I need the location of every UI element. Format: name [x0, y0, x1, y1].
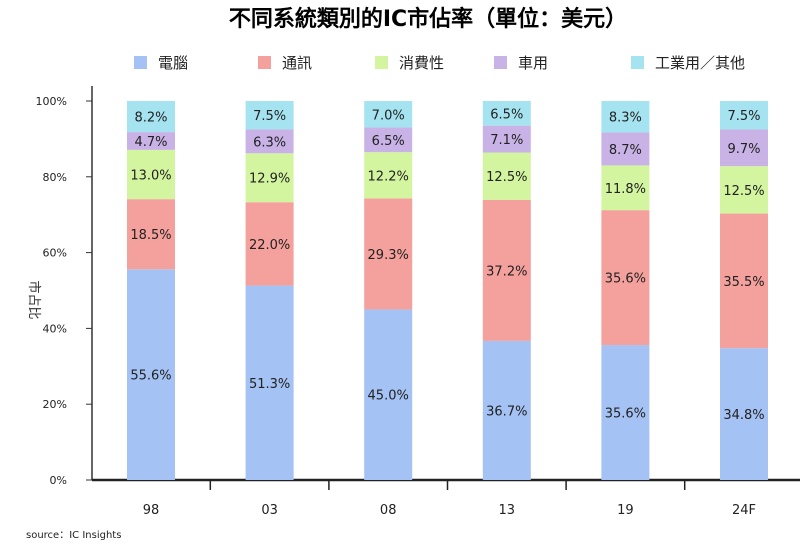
bar-segment	[601, 132, 650, 166]
data-label: 12.2%	[368, 169, 409, 184]
bar-segment	[127, 149, 175, 200]
bar-segment	[127, 101, 175, 133]
legend-label: 通訊	[282, 54, 312, 72]
axes: 0% 20% 40% 60% 80% 100%	[36, 86, 800, 490]
bar-segment	[245, 101, 294, 130]
data-label: 36.7%	[486, 404, 527, 419]
bar-segment	[245, 153, 294, 203]
x-tick-label: 03	[261, 503, 278, 518]
y-tick-label: 80%	[43, 171, 67, 184]
bars: 55.6% 18.5% 13.0% 4.7% 8.2% 98 51.3% 22.0% 12.9%…	[127, 101, 768, 518]
data-label: 8.7%	[609, 143, 642, 158]
data-label: 35.6%	[605, 407, 646, 422]
bar-segment	[720, 348, 768, 480]
source-note: source：IC Insights	[26, 530, 121, 541]
bar-segment	[364, 309, 413, 480]
bar-segment	[720, 213, 768, 349]
bar-segment	[720, 101, 768, 130]
bar-segment	[364, 101, 413, 128]
data-label: 13.0%	[130, 169, 171, 184]
data-label: 29.3%	[368, 248, 409, 263]
data-label: 35.6%	[605, 272, 646, 287]
bar-segment	[364, 127, 413, 153]
data-label: 51.3%	[249, 377, 290, 392]
x-tick-label: 24F	[732, 503, 756, 518]
bar-segment	[482, 125, 531, 153]
bar-segment	[127, 132, 175, 150]
bar-segment	[127, 269, 175, 480]
legend: 電腦 通訊 消費性 車用 工業用／其他	[134, 54, 745, 72]
legend-label: 消費性	[399, 54, 444, 72]
bar-segment	[601, 101, 650, 133]
legend-swatch	[494, 56, 507, 69]
bar-segment	[245, 202, 294, 286]
data-label: 8.2%	[134, 111, 167, 126]
bar-segment	[127, 199, 175, 270]
bar-segment	[482, 101, 531, 126]
y-tick-label: 60%	[43, 247, 67, 260]
data-label: 55.6%	[130, 369, 171, 384]
legend-label: 車用	[518, 54, 548, 72]
bar-segment	[601, 165, 650, 211]
data-label: 35.5%	[723, 275, 764, 290]
data-label: 7.0%	[372, 108, 405, 123]
legend-label: 工業用／其他	[655, 54, 745, 72]
data-label: 12.5%	[486, 170, 527, 185]
bar-segment	[364, 152, 413, 199]
data-label: 18.5%	[130, 228, 171, 243]
data-label: 34.8%	[723, 408, 764, 423]
x-tick-label: 13	[499, 503, 516, 518]
bar-segment	[364, 198, 413, 310]
data-label: 45.0%	[368, 389, 409, 404]
data-label: 12.9%	[249, 172, 290, 187]
y-tick-label: 100%	[36, 95, 67, 108]
bar-segment	[245, 285, 294, 480]
data-label: 6.5%	[490, 107, 523, 122]
bar-segment	[482, 340, 531, 480]
data-label: 9.7%	[727, 142, 760, 157]
x-tick-label: 19	[617, 503, 634, 518]
data-label: 6.3%	[253, 135, 286, 150]
y-tick-label: 0%	[50, 474, 67, 487]
bar-segment	[720, 129, 768, 167]
bar-segment	[245, 129, 294, 154]
x-tick-label: 08	[380, 503, 397, 518]
y-tick-label: 40%	[43, 322, 67, 335]
data-label: 7.1%	[490, 133, 523, 148]
data-label: 7.5%	[253, 109, 286, 124]
y-tick-label: 20%	[43, 398, 67, 411]
bar-segment	[720, 166, 768, 214]
data-label: 11.8%	[605, 182, 646, 197]
legend-swatch	[375, 56, 388, 69]
y-axis-label: 市占比	[26, 280, 42, 319]
chart-title: 不同系統類別的IC市佔率（單位：美元）	[229, 6, 627, 32]
legend-label: 電腦	[158, 54, 188, 72]
data-label: 22.0%	[249, 238, 290, 253]
data-label: 7.5%	[727, 109, 760, 124]
data-label: 8.3%	[609, 111, 642, 126]
data-label: 6.5%	[372, 134, 405, 149]
data-label: 4.7%	[134, 135, 167, 150]
data-label: 37.2%	[486, 264, 527, 279]
bar-segment	[482, 199, 531, 341]
legend-swatch	[631, 56, 644, 69]
data-label: 12.5%	[723, 184, 764, 199]
x-tick-label: 98	[143, 503, 160, 518]
legend-swatch	[134, 56, 147, 69]
bar-segment	[482, 152, 531, 200]
legend-swatch	[258, 56, 271, 69]
bar-segment	[601, 345, 650, 480]
bar-segment	[601, 210, 650, 346]
